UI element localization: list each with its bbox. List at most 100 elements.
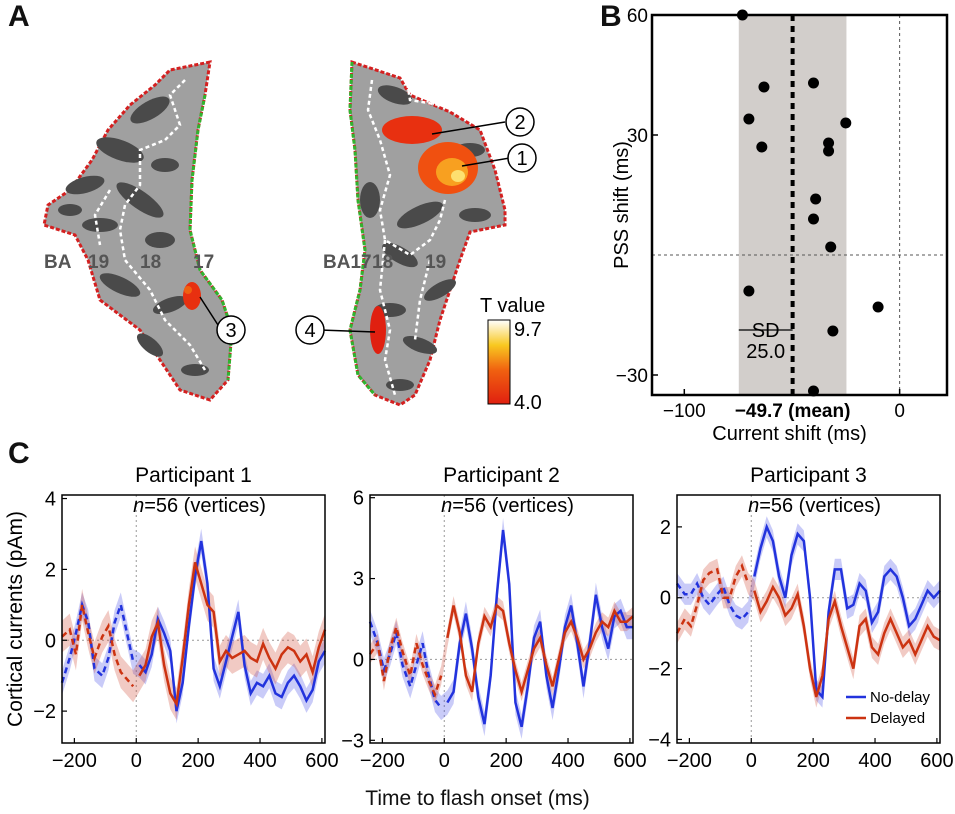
scatter-point-12	[743, 285, 755, 297]
x-tick-label: 600	[613, 750, 646, 772]
mean-label: −49.7 (mean)	[735, 401, 851, 422]
confidence-band-no-delay	[677, 516, 940, 708]
n-vertices-annotation: n=56 (vertices)	[748, 495, 881, 517]
region-label-17-left: 17	[193, 252, 214, 273]
marker-1-circle	[507, 143, 537, 173]
scatter-point-5	[807, 77, 819, 89]
panel-label-a: A	[8, 0, 30, 33]
y-tick-label: −2	[648, 659, 671, 681]
right-hemisphere-map	[348, 59, 507, 407]
series-line-pre-no-delay	[368, 621, 443, 709]
scatter-point-9	[810, 193, 822, 205]
plot-title: Participant 2	[443, 464, 560, 487]
y-tick-label: 2	[660, 517, 671, 539]
scatter-point-10	[807, 213, 819, 225]
participant-1-plot: −200 0 200 400 600 −2 0 2 4 Participant 1 n=56 (ve…	[33, 464, 338, 772]
c-x-axis-label: Time to flash onset (ms)	[365, 787, 590, 810]
y-tick-label: 3	[353, 569, 364, 591]
plot-title: Participant 3	[750, 464, 867, 487]
x-tick-label: 600	[305, 750, 338, 772]
left-hemisphere-map	[42, 60, 234, 402]
legend-label-no-delay: No-delay	[870, 689, 931, 706]
x-tick-label: 200	[489, 750, 522, 772]
series-line-delayed	[138, 561, 327, 708]
x-tick-label: 600	[920, 750, 953, 772]
series-line-pre-delayed	[61, 604, 135, 688]
n-vertices-annotation: n=56 (vertices)	[441, 495, 574, 517]
n-vertices-annotation: n=56 (vertices)	[133, 495, 266, 517]
sd-annotation: SD 25.0	[738, 320, 793, 363]
marker-4-circle	[295, 315, 325, 345]
y-tick-label: −3	[341, 730, 364, 752]
x-tick-label: 400	[551, 750, 584, 772]
scatter-point-7	[823, 137, 835, 149]
scatter-point-14	[827, 325, 839, 337]
y-tick-label: 0	[660, 588, 671, 610]
x-tick-label: −200	[360, 750, 405, 772]
x-tick-label: 0	[131, 750, 142, 772]
region-label-18-right: 18	[372, 252, 393, 273]
x-tick-label: 0	[894, 401, 905, 422]
series-line-no-delay	[138, 540, 327, 712]
legend-label-delayed: Delayed	[870, 710, 925, 727]
series-line-pre-no-delay	[675, 580, 750, 621]
participant-2-plot: −200 0 200 400 600 −3 0 3 6 Participant 2 n=56 (ve…	[341, 464, 646, 772]
x-tick-label: −200	[667, 750, 712, 772]
region-label-19-right: 19	[425, 252, 446, 273]
series-line-delayed	[446, 603, 634, 697]
panel-b-scatter: −100 0 −30 30 60 SD 25.0 −49.7 (mean) Curren…	[611, 6, 949, 445]
scatter-point-3	[743, 113, 755, 125]
x-tick-label: −100	[663, 401, 706, 422]
y-tick-label: 0	[45, 630, 56, 652]
y-tick-label: 0	[353, 649, 364, 671]
colorbar-max: 9.7	[514, 319, 542, 341]
panel-label-b: B	[600, 0, 622, 33]
panel-a-brain-maps: BA 19 18 17 BA17 18 19 1 2 3 4 T value 9…	[42, 59, 545, 414]
marker-1-label: 1	[516, 148, 527, 170]
plot-frame	[61, 494, 326, 744]
colorbar-min: 4.0	[514, 392, 542, 414]
colorbar-title: T value	[480, 295, 545, 317]
plot-frame	[369, 494, 634, 744]
y-tick-label: −30	[616, 366, 648, 387]
confidence-band-no-delay	[62, 528, 325, 724]
scatter-point-11	[825, 241, 837, 253]
region-label-18-left: 18	[140, 252, 161, 273]
marker-3-label: 3	[225, 320, 236, 342]
x-tick-label: 200	[796, 750, 829, 772]
marker-2-circle	[505, 107, 535, 137]
scatter-point-4	[756, 141, 768, 153]
region-label-ba17-right: BA17	[323, 252, 372, 273]
plot-frame	[676, 494, 941, 744]
x-tick-label: 400	[858, 750, 891, 772]
scatter-point-6	[840, 117, 852, 129]
panel-c-time-courses: Cortical currents (pAm) −200 0 200 400 600−2…	[4, 464, 954, 772]
series-line-no-delay	[446, 529, 633, 728]
y-tick-label: 2	[45, 559, 56, 581]
x-tick-label: 400	[243, 750, 276, 772]
region-label-19-left: 19	[88, 252, 109, 273]
x-tick-label: 200	[181, 750, 214, 772]
scatter-point-8	[823, 145, 835, 157]
x-axis-label: Current shift (ms)	[712, 423, 866, 445]
y-axis-label: PSS shift (ms)	[611, 141, 633, 269]
region-label-ba-left: BA	[44, 252, 72, 273]
confidence-band-delayed	[62, 546, 325, 720]
series-line-delayed	[753, 584, 941, 698]
sd-value: 25.0	[746, 341, 785, 363]
plot-frame	[650, 13, 949, 397]
series-line-no-delay	[753, 523, 941, 701]
y-tick-label: 30	[627, 126, 648, 147]
y-tick-label: −2	[33, 701, 56, 723]
marker-2-label: 2	[514, 112, 525, 134]
sd-label: SD	[752, 320, 780, 342]
x-tick-label: 0	[439, 750, 450, 772]
y-tick-label: −4	[648, 729, 671, 751]
marker-3-circle	[216, 315, 246, 345]
confidence-band-delayed	[677, 555, 940, 708]
colorbar: T value 9.7 4.0	[480, 295, 545, 414]
x-tick-label: −200	[52, 750, 97, 772]
series-line-pre-delayed	[675, 562, 750, 634]
c-y-axis-label: Cortical currents (pAm)	[4, 511, 27, 727]
scatter-point-13	[872, 301, 884, 313]
